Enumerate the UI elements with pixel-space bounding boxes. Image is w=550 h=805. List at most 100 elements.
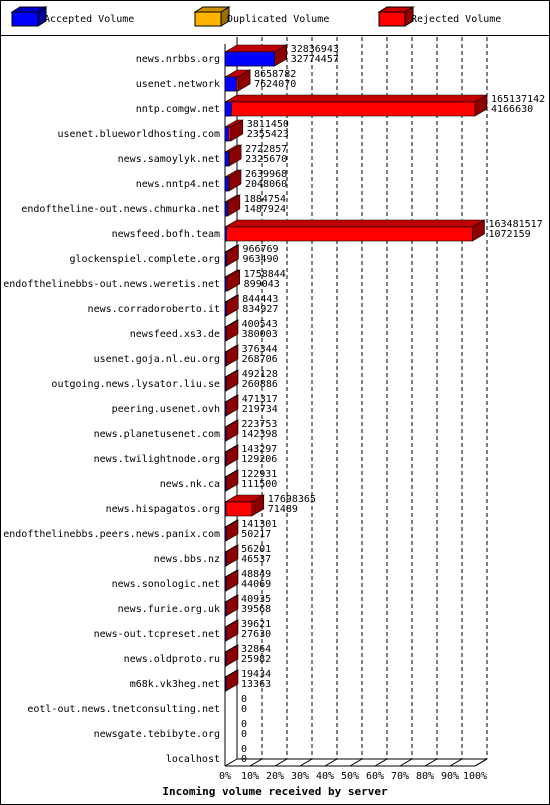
x-tick-label: 40% (316, 771, 334, 782)
accepted-label: 111500 (241, 479, 277, 490)
y-tick-label: news.hispagatos.org (106, 504, 220, 515)
x-tick (449, 758, 463, 767)
total-label: 492128 (242, 369, 278, 380)
accepted-bar (224, 626, 227, 642)
x-tick-label: 100% (463, 771, 487, 782)
rejected-bar-top (223, 219, 486, 228)
accepted-bar (224, 451, 227, 467)
accepted-label: 2325670 (245, 154, 287, 165)
x-tick-label: 50% (341, 771, 359, 782)
y-tick-label: news.corradoroberto.it (88, 304, 220, 315)
accepted-bar (224, 76, 237, 92)
x-tick (274, 758, 288, 767)
accepted-label: 50217 (241, 529, 271, 540)
y-tick-label: endofthelinebbs.peers.news.panix.com (3, 529, 220, 540)
total-label: 471317 (242, 394, 278, 405)
legend-swatch (194, 11, 222, 27)
accepted-bar (224, 576, 227, 592)
accepted-bar (224, 601, 227, 617)
y-tick-label: outgoing.news.lysator.liu.se (51, 379, 220, 390)
x-tick-label: 60% (366, 771, 384, 782)
total-label: 0 (241, 744, 247, 755)
accepted-label: 219734 (242, 404, 278, 415)
accepted-bar (224, 476, 227, 492)
accepted-label: 899043 (244, 279, 280, 290)
y-tick-label: newsfeed.xs3.de (130, 329, 220, 340)
x-tick-label: 10% (241, 771, 259, 782)
accepted-label: 2048060 (245, 179, 287, 190)
y-tick-label: eotl-out.news.tnetconsulting.net (27, 704, 220, 715)
y-tick-label: news-out.tcpreset.net (94, 629, 220, 640)
y-tick-label: localhost (166, 754, 220, 765)
total-label: 17698365 (268, 494, 316, 505)
accepted-bar (224, 301, 227, 317)
y-tick-label: endofthelinebbs-out.news.weretis.net (3, 279, 220, 290)
accepted-bar (224, 101, 232, 117)
total-label: 48849 (241, 569, 271, 580)
total-label: 40935 (241, 594, 271, 605)
accepted-bar (224, 501, 227, 517)
total-label: 32836943 (291, 44, 339, 55)
y-tick-label: glockenspiel.complete.org (69, 254, 220, 265)
total-label: 32864 (241, 644, 271, 655)
accepted-bar (224, 276, 227, 292)
accepted-bar (224, 351, 227, 367)
y-tick-label: news.samoylyk.net (118, 154, 220, 165)
rejected-bar (224, 501, 253, 517)
accepted-label: 129206 (241, 454, 277, 465)
accepted-label: 44069 (241, 579, 271, 590)
accepted-label: 260886 (242, 379, 278, 390)
accepted-label: 46537 (241, 554, 271, 565)
accepted-label: 963490 (242, 254, 278, 265)
accepted-label: 25982 (241, 654, 271, 665)
total-label: 400543 (242, 319, 278, 330)
y-tick-label: newsfeed.bofh.team (112, 229, 220, 240)
legend-swatch (378, 11, 406, 27)
total-label: 966769 (242, 244, 278, 255)
x-tick (474, 758, 488, 767)
rejected-bar (224, 226, 473, 242)
accepted-bar (224, 651, 227, 667)
y-tick-label: news.nntp4.net (136, 179, 220, 190)
accepted-label: 2355423 (247, 129, 289, 140)
accepted-bar (224, 526, 227, 542)
accepted-bar (224, 401, 227, 417)
accepted-bar (224, 201, 228, 217)
legend-swatch (11, 11, 39, 27)
x-tick (424, 758, 438, 767)
x-tick (374, 758, 388, 767)
rejected-bar (224, 101, 476, 117)
accepted-bar (224, 551, 227, 567)
total-label: 844443 (242, 294, 278, 305)
y-tick-label: news.sonologic.net (112, 579, 220, 590)
y-tick-label: news.twilightnode.org (94, 454, 220, 465)
y-tick-label: m68k.vk3heg.net (130, 679, 220, 690)
x-tick-label: 70% (391, 771, 409, 782)
legend-label: Accepted Volume (44, 14, 134, 25)
total-label: 19434 (241, 669, 271, 680)
accepted-bar (224, 151, 229, 167)
accepted-label: 380003 (242, 329, 278, 340)
y-tick-label: usenet.network (136, 79, 220, 90)
x-tick (324, 758, 338, 767)
accepted-label: 27630 (241, 629, 271, 640)
y-tick-label: endoftheline-out.news.chmurka.net (21, 204, 220, 215)
x-tick (224, 758, 238, 767)
accepted-bar (224, 426, 227, 442)
total-label: 143297 (241, 444, 277, 455)
accepted-bar (224, 326, 227, 342)
accepted-label: 4166630 (491, 104, 533, 115)
total-label: 39621 (241, 619, 271, 630)
y-tick-label: news.planetusenet.com (94, 429, 220, 440)
total-label: 165137142 (491, 94, 545, 105)
x-tick-label: 0% (219, 771, 231, 782)
accepted-bar (224, 126, 229, 142)
accepted-label: 0 (241, 754, 247, 765)
accepted-bar (224, 251, 227, 267)
x-tick-label: 90% (441, 771, 459, 782)
total-label: 8658782 (254, 69, 296, 80)
x-tick (249, 758, 263, 767)
accepted-label: 142398 (241, 429, 277, 440)
